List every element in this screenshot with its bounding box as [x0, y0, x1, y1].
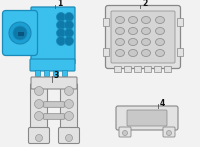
- FancyBboxPatch shape: [119, 127, 131, 137]
- FancyBboxPatch shape: [127, 110, 167, 126]
- Circle shape: [166, 131, 172, 136]
- FancyBboxPatch shape: [31, 7, 75, 64]
- Bar: [164, 66, 171, 72]
- Circle shape: [122, 131, 128, 136]
- Ellipse shape: [142, 50, 151, 56]
- Circle shape: [64, 12, 74, 21]
- Bar: [53, 70, 58, 76]
- Ellipse shape: [128, 39, 138, 46]
- Circle shape: [66, 135, 72, 142]
- Text: 3: 3: [54, 71, 59, 80]
- Text: 2: 2: [142, 0, 147, 9]
- Bar: [114, 66, 121, 72]
- Ellipse shape: [128, 50, 138, 56]
- Circle shape: [36, 135, 42, 142]
- Circle shape: [57, 20, 66, 30]
- Circle shape: [64, 100, 74, 108]
- FancyBboxPatch shape: [163, 127, 175, 137]
- FancyBboxPatch shape: [116, 106, 178, 130]
- Ellipse shape: [142, 16, 151, 24]
- FancyBboxPatch shape: [44, 114, 64, 119]
- Ellipse shape: [116, 27, 124, 35]
- Bar: [177, 18, 183, 26]
- Circle shape: [35, 100, 44, 108]
- FancyBboxPatch shape: [60, 83, 78, 132]
- Ellipse shape: [142, 39, 151, 46]
- FancyBboxPatch shape: [44, 102, 64, 107]
- FancyBboxPatch shape: [111, 11, 175, 63]
- FancyBboxPatch shape: [30, 83, 48, 132]
- FancyBboxPatch shape: [31, 77, 77, 89]
- Ellipse shape: [142, 27, 151, 35]
- Ellipse shape: [116, 16, 124, 24]
- Ellipse shape: [116, 39, 124, 46]
- Ellipse shape: [156, 16, 164, 24]
- Ellipse shape: [156, 27, 164, 35]
- Bar: [62, 70, 67, 76]
- Circle shape: [64, 112, 74, 121]
- Bar: [44, 70, 49, 76]
- Circle shape: [13, 26, 27, 40]
- Text: 1: 1: [57, 0, 62, 9]
- Circle shape: [64, 20, 74, 30]
- FancyBboxPatch shape: [29, 127, 50, 143]
- Bar: [144, 66, 151, 72]
- Bar: [124, 66, 131, 72]
- FancyBboxPatch shape: [2, 10, 38, 56]
- Circle shape: [57, 36, 66, 46]
- Circle shape: [64, 86, 74, 96]
- Ellipse shape: [128, 16, 138, 24]
- Bar: [154, 66, 161, 72]
- Text: 4: 4: [160, 98, 165, 107]
- Bar: [16, 30, 24, 35]
- Circle shape: [64, 36, 74, 46]
- Circle shape: [57, 29, 66, 37]
- Bar: [134, 66, 141, 72]
- FancyBboxPatch shape: [30, 59, 75, 71]
- Ellipse shape: [128, 27, 138, 35]
- FancyBboxPatch shape: [106, 5, 180, 69]
- Bar: [103, 18, 109, 26]
- Circle shape: [57, 12, 66, 21]
- Ellipse shape: [156, 50, 164, 56]
- FancyBboxPatch shape: [58, 127, 80, 143]
- Bar: [35, 70, 40, 76]
- Bar: [103, 48, 109, 56]
- Circle shape: [64, 29, 74, 37]
- Ellipse shape: [156, 39, 164, 46]
- Circle shape: [9, 22, 31, 44]
- Ellipse shape: [116, 50, 124, 56]
- Circle shape: [35, 86, 44, 96]
- Bar: [177, 48, 183, 56]
- Circle shape: [35, 112, 44, 121]
